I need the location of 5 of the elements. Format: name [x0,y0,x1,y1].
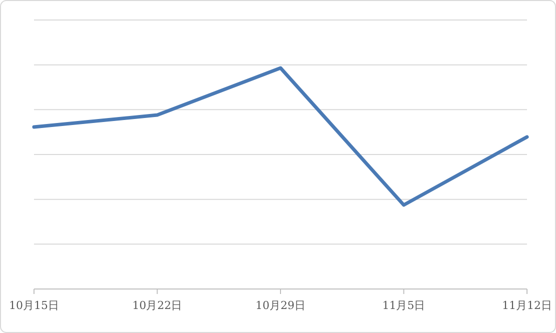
x-tick-label: 11月12日 [502,299,552,312]
x-tick-label: 11月5日 [382,299,426,312]
x-tick-label: 10月15日 [9,299,59,312]
x-tick-label: 10月29日 [256,299,306,312]
x-tick-label: 10月22日 [132,299,182,312]
